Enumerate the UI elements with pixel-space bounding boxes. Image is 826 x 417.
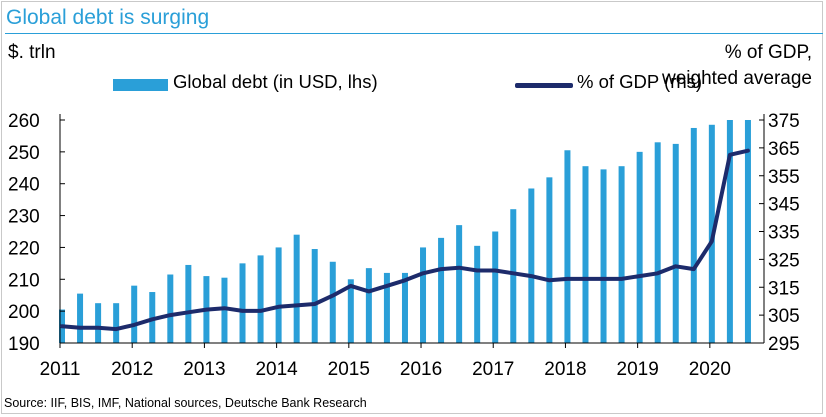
- debt-bar: [726, 120, 733, 343]
- line-layer: [60, 148, 750, 332]
- debt-bar: [546, 177, 553, 343]
- x-tick-label: 2016: [400, 359, 442, 380]
- debt-bar: [600, 169, 607, 343]
- right-tick-label: 325: [768, 250, 800, 271]
- debt-bar: [347, 279, 354, 343]
- x-tick-label: 2018: [544, 359, 586, 380]
- debt-bar: [239, 263, 246, 343]
- x-tick-label: 2017: [472, 359, 514, 380]
- debt-bar: [420, 247, 427, 343]
- x-tick-label: 2011: [40, 359, 81, 380]
- debt-bar: [636, 151, 643, 343]
- right-tick-label: 375: [768, 111, 800, 132]
- debt-bar: [257, 255, 264, 343]
- debt-bar: [654, 142, 661, 343]
- x-tick-label: 2012: [111, 359, 153, 380]
- debt-bar: [167, 274, 174, 343]
- debt-bar: [582, 166, 589, 343]
- x-tick-label: 2019: [617, 359, 659, 380]
- debt-bar: [474, 245, 481, 343]
- debt-bar: [456, 225, 463, 343]
- left-tick-label: 230: [8, 207, 40, 228]
- source-note: Source: IIF, BIS, IMF, National sources,…: [4, 396, 367, 410]
- debt-bar: [438, 237, 445, 343]
- debt-bar: [329, 261, 336, 343]
- left-tick-label: 260: [8, 111, 40, 132]
- debt-bar: [690, 127, 697, 343]
- debt-bar: [672, 143, 679, 343]
- right-tick-label: 345: [768, 195, 800, 216]
- left-tick-label: 220: [8, 238, 40, 259]
- x-tick-label: 2014: [255, 359, 298, 380]
- right-tick-label: 315: [768, 278, 800, 299]
- right-tick-label: 355: [768, 167, 800, 188]
- legend-line-label: % of GDP (rhs): [577, 71, 703, 92]
- left-axis-unit: $. trln: [8, 42, 56, 63]
- debt-bar: [185, 264, 192, 343]
- debt-bar: [113, 303, 120, 343]
- right-axis-unit-line1: % of GDP,: [724, 42, 812, 63]
- debt-bar: [744, 120, 751, 343]
- debt-bar: [564, 150, 571, 343]
- right-axis-unit-line2: weighted average: [662, 68, 812, 89]
- x-tick-label: 2015: [328, 359, 370, 380]
- debt-bar: [275, 247, 282, 343]
- debt-bar: [383, 272, 390, 343]
- right-tick-label: 335: [768, 223, 800, 244]
- debt-bar: [311, 249, 318, 343]
- right-tick-label: 305: [768, 306, 800, 327]
- debt-bar: [95, 303, 102, 343]
- left-tick-label: 250: [8, 143, 40, 164]
- debt-bar: [528, 188, 535, 343]
- right-tick-label: 295: [768, 334, 800, 355]
- bars-layer: [59, 120, 751, 344]
- debt-bar: [131, 285, 138, 343]
- chart-title: Global debt is surging: [6, 6, 210, 29]
- left-tick-label: 190: [8, 334, 40, 355]
- debt-bar: [293, 234, 300, 343]
- left-tick-label: 240: [8, 175, 40, 196]
- x-tick-label: 2013: [183, 359, 225, 380]
- right-tick-label: 365: [768, 139, 800, 160]
- debt-bar: [510, 209, 517, 343]
- x-tick-label: 2020: [689, 359, 731, 380]
- legend-line-swatch: [515, 83, 573, 88]
- left-tick-label: 210: [8, 270, 40, 291]
- title-rule: [5, 33, 823, 34]
- debt-bar: [618, 166, 625, 343]
- left-tick-label: 200: [8, 302, 40, 323]
- legend-bar-label: Global debt (in USD, lhs): [173, 71, 378, 92]
- axes-layer: 190 200 210 220 230 240 250 260 295 305 315 325 335 3…: [8, 111, 800, 380]
- gdp-ratio-line: [60, 148, 750, 332]
- debt-bar: [401, 272, 408, 343]
- debt-bar: [221, 277, 228, 343]
- debt-bar: [77, 293, 84, 343]
- debt-bar: [492, 231, 499, 343]
- debt-bar: [365, 268, 372, 343]
- legend-bar-swatch: [113, 79, 168, 91]
